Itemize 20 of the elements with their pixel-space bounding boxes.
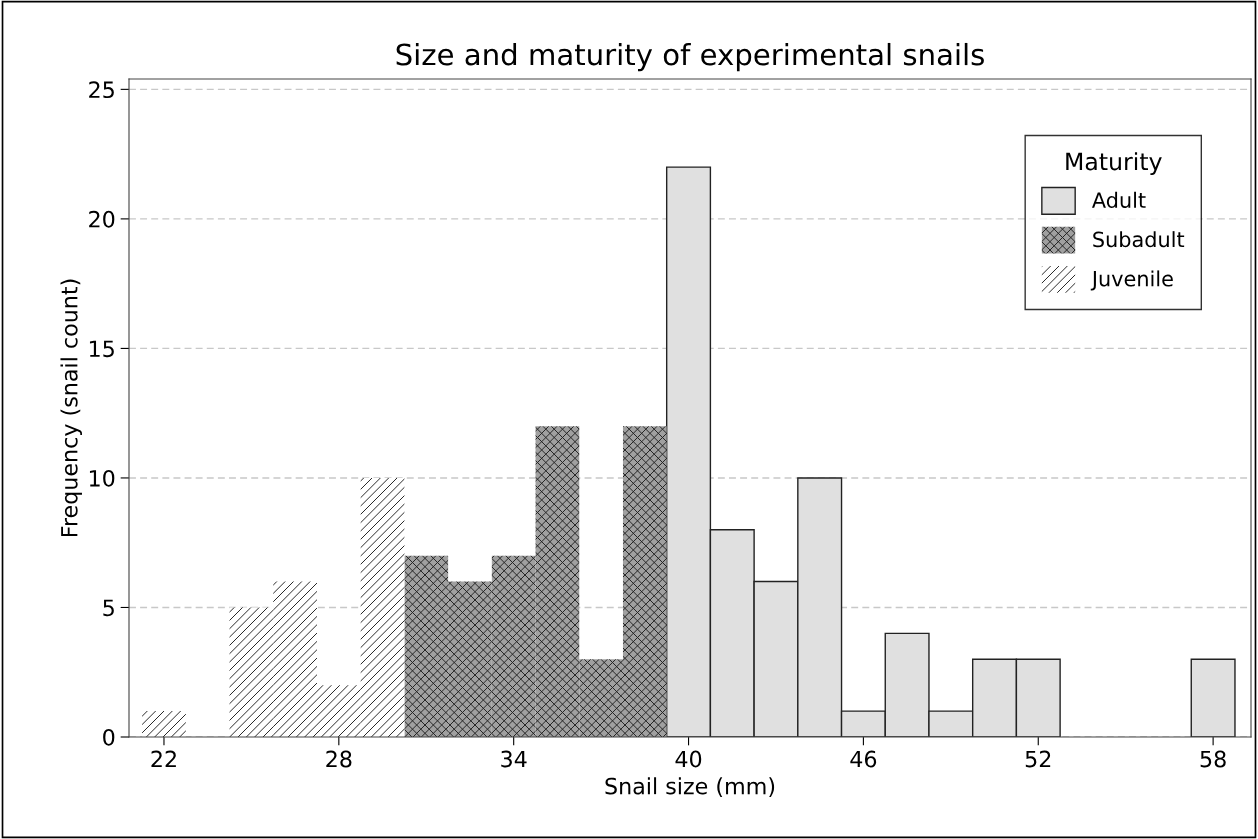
legend-label: Adult <box>1092 191 1146 208</box>
y-axis-title: Frequency (snail count) <box>60 279 82 537</box>
y-tick-label: 15 <box>89 340 114 358</box>
y-tick-label: 5 <box>103 599 114 617</box>
y-tick-label: 20 <box>89 210 115 228</box>
y-tick-label: 25 <box>89 81 114 99</box>
legend-label: Subadult <box>1093 231 1185 248</box>
y-tick-label: 10 <box>89 469 115 487</box>
x-tick-label: 52 <box>1025 750 1051 768</box>
x-tick-label: 34 <box>501 750 527 768</box>
x-axis-title: Snail size (mm) <box>605 777 775 798</box>
chart-title: Size and maturity of experimental snails <box>396 42 984 72</box>
x-tick-label: 28 <box>326 750 352 768</box>
x-tick-label: 58 <box>1200 750 1226 768</box>
x-tick-label: 22 <box>151 750 176 768</box>
legend-title: Maturity <box>1066 152 1162 175</box>
x-tick-label: 46 <box>850 750 877 768</box>
y-tick-label: 0 <box>103 728 115 746</box>
legend-label: Juvenile <box>1090 270 1173 291</box>
x-tick-label: 40 <box>675 750 702 768</box>
